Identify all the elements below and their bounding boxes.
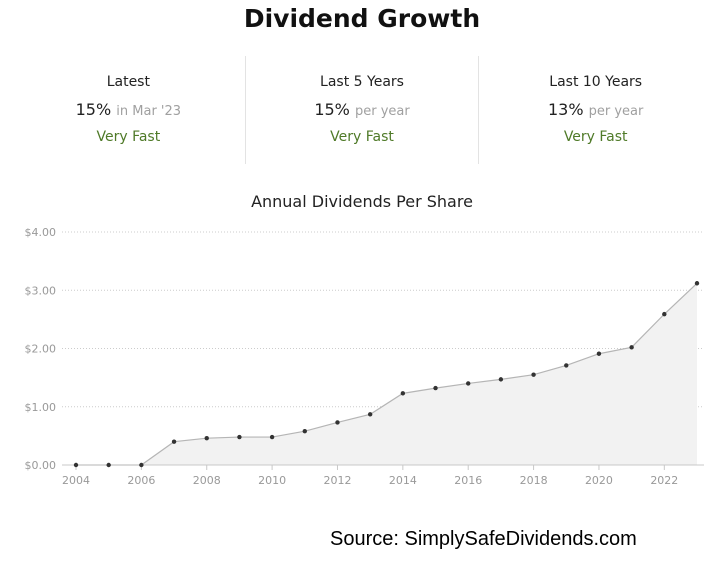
stat-value: 15% [314,100,350,119]
data-point [269,434,275,440]
series-line [76,282,698,466]
page-title: Dividend Growth [243,4,481,33]
x-tick-label: 2018 [520,474,548,487]
x-tick-label: 2012 [323,474,351,487]
data-point [171,439,177,444]
y-tick-label: $2.00 [25,343,57,356]
stat-rating: Very Fast [330,129,394,145]
x-tick-label: 2004 [62,474,90,487]
data-point [367,412,373,417]
stat-latest: Latest 15% in Mar '23 Very Fast [12,56,246,164]
stat-sub: in Mar '23 [116,104,182,119]
data-point [564,363,569,368]
x-tick-label: 2022 [650,474,678,487]
data-point [466,381,471,386]
data-point [204,436,209,441]
x-tick-label: 2008 [193,474,221,487]
data-point [302,429,307,434]
stat-value: 13% [547,100,584,119]
stat-label: Latest [106,74,150,90]
chart-title: Annual Dividends Per Share [251,192,473,211]
stat-last-5-years: Last 5 Years 15% per year Very Fast [246,56,480,164]
stat-label: Last 5 Years [320,74,404,90]
y-tick-label: $0.00 [25,459,57,472]
data-point [237,434,242,440]
stat-rating: Very Fast [563,129,628,145]
stat-label: Last 10 Years [549,74,643,90]
x-tick-label: 2006 [127,474,155,487]
series-area [76,283,697,465]
y-tick-label: $1.00 [25,401,57,414]
x-tick-label: 2016 [454,474,482,487]
data-point [662,311,667,317]
x-tick-label: 2014 [389,474,417,487]
data-point [73,462,79,468]
stat-sub: per year [354,104,410,119]
data-point [433,385,438,391]
x-tick-label: 2010 [258,474,286,487]
data-point [400,391,406,396]
data-point [335,420,340,425]
stat-value: 15% [75,100,112,119]
source-caption: Source: SimplySafeDividends.com [330,528,637,550]
data-point [106,462,111,468]
data-point [596,351,602,356]
data-point [531,372,536,377]
y-tick-label: $3.00 [25,284,57,297]
y-tick-label: $4.00 [25,226,57,239]
data-point [629,345,634,350]
data-point [498,377,504,382]
stat-sub: per year [588,104,644,119]
stats-panel: Latest 15% in Mar '23 Very Fast Last 5 Y… [12,56,712,164]
data-point [694,281,700,286]
data-point [139,462,144,468]
x-tick-label: 2020 [585,474,613,487]
stat-last-10-years: Last 10 Years 13% per year Very Fast [479,56,712,164]
stat-rating: Very Fast [96,129,161,145]
